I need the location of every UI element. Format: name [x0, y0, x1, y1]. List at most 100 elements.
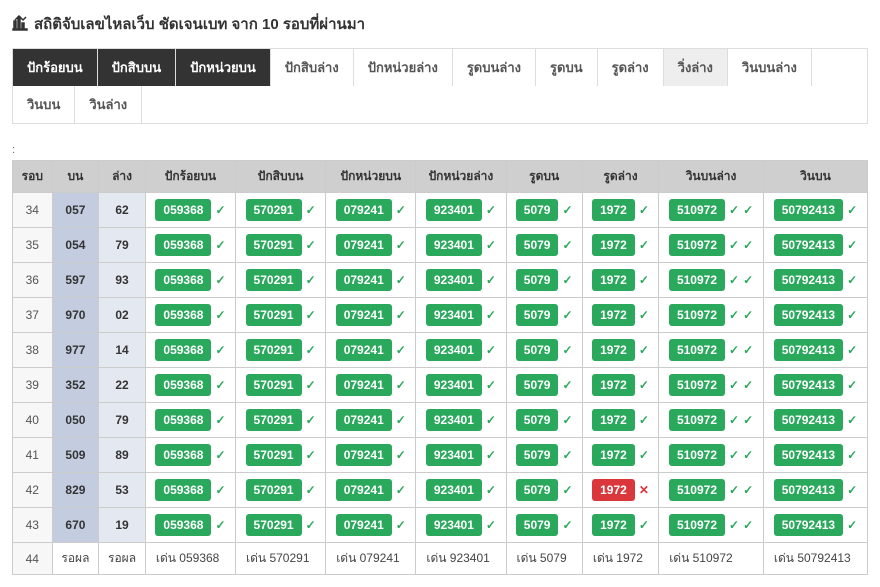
check-icon: ✓	[639, 273, 649, 287]
cell-value: 1972✓	[582, 438, 658, 473]
cell-value: 923401 ✓	[416, 228, 506, 263]
cell-round: 41	[13, 438, 53, 473]
table-row: 3935222059368✓570291✓079241✓923401✓5079✓…	[13, 368, 868, 403]
cell-bon: 352	[52, 368, 99, 403]
check-icon: ✓	[396, 448, 406, 462]
check-icon: ✓	[639, 378, 649, 392]
cell-value: 1972✓	[582, 508, 658, 543]
check-icon: ✓	[847, 413, 857, 427]
cell-value: 510972✓✓	[659, 508, 764, 543]
cell-value: 570291✓	[236, 403, 326, 438]
cell-value: 50792413✓	[763, 473, 867, 508]
tab-วิ่งล่าง[interactable]: วิ่งล่าง	[664, 49, 728, 86]
check-icon: ✓	[562, 518, 572, 532]
check-icon: ✓	[562, 378, 572, 392]
value-badge: 079241	[336, 374, 392, 396]
tab-วินล่าง[interactable]: วินล่าง	[75, 86, 142, 123]
check-icon: ✓	[743, 238, 753, 252]
cell-value: 059368✓	[145, 508, 235, 543]
check-icon: ✓	[847, 238, 857, 252]
check-icon: ✓	[847, 378, 857, 392]
cell-bon: 054	[52, 228, 99, 263]
cell-bon: 829	[52, 473, 99, 508]
cell-value: 570291✓	[236, 263, 326, 298]
check-icon: ✓	[486, 448, 496, 462]
col-header: ล่าง	[99, 161, 146, 193]
cell-pending: เด่น 1972	[582, 543, 658, 575]
table-row: 4005079059368✓570291✓079241✓923401✓5079✓…	[13, 403, 868, 438]
col-header: รูดล่าง	[582, 161, 658, 193]
tab-ปักหน่วยล่าง[interactable]: ปักหน่วยล่าง	[354, 49, 453, 86]
cell-lang: 14	[99, 333, 146, 368]
cell-lang: รอผล	[99, 543, 146, 575]
value-badge: 50792413	[774, 234, 843, 256]
check-icon: ✓	[639, 203, 649, 217]
cell-value: 510972✓✓	[659, 298, 764, 333]
col-header: วินบน	[763, 161, 867, 193]
value-badge: 1972	[592, 409, 635, 431]
cell-pending: เด่น 079241	[326, 543, 416, 575]
col-header: ปักสิบบน	[236, 161, 326, 193]
cell-lang: 89	[99, 438, 146, 473]
value-badge: 923401	[426, 234, 482, 256]
value-badge: 5079	[516, 339, 559, 361]
value-badge: 570291	[246, 339, 302, 361]
cell-round: 37	[13, 298, 53, 333]
cell-lang: 22	[99, 368, 146, 403]
value-badge: 50792413	[774, 479, 843, 501]
check-icon: ✓	[396, 238, 406, 252]
table-caption: :	[12, 144, 868, 156]
cell-value: 510972✓✓	[659, 333, 764, 368]
tab-วินบนล่าง[interactable]: วินบนล่าง	[728, 49, 812, 86]
table-row: 3659793059368✓570291✓079241✓923401✓5079✓…	[13, 263, 868, 298]
check-icon: ✓	[396, 483, 406, 497]
table-row: 3797002059368✓570291✓079241✓923401✓5079✓…	[13, 298, 868, 333]
cell-value: 50792413✓	[763, 508, 867, 543]
check-icon: ✓	[743, 308, 753, 322]
check-icon: ✓	[486, 238, 496, 252]
check-icon: ✓	[562, 238, 572, 252]
check-icon: ✓	[215, 203, 225, 217]
check-icon: ✓	[486, 378, 496, 392]
col-header: ปักร้อยบน	[145, 161, 235, 193]
col-header: ปักหน่วยบน	[326, 161, 416, 193]
value-badge: 1972	[592, 304, 635, 326]
cell-value: 50792413 ✓	[763, 228, 867, 263]
tab-รูดบน[interactable]: รูดบน	[536, 49, 598, 86]
tab-ปักร้อยบน[interactable]: ปักร้อยบน	[13, 49, 98, 86]
value-badge: 5079	[516, 269, 559, 291]
check-icon: ✓	[847, 448, 857, 462]
value-badge: 570291	[246, 409, 302, 431]
cell-value: 059368✓	[145, 193, 235, 228]
value-badge: 510972	[669, 514, 725, 536]
tab-วินบน[interactable]: วินบน	[13, 86, 75, 123]
cell-lang: 79	[99, 228, 146, 263]
table-row: 4367019059368✓570291✓079241✓923401✓5079✓…	[13, 508, 868, 543]
cell-value: 1972✕	[582, 473, 658, 508]
value-badge: 1972	[592, 234, 635, 256]
cell-value: 570291✓	[236, 228, 326, 263]
cell-value: 50792413✓	[763, 333, 867, 368]
cell-value: 079241✓	[326, 228, 416, 263]
value-badge: 570291	[246, 234, 302, 256]
cell-value: 510972✓✓	[659, 228, 764, 263]
tab-ปักหน่วยบน[interactable]: ปักหน่วยบน	[176, 49, 271, 86]
cell-value: 059368✓	[145, 438, 235, 473]
cell-pending: เด่น 923401	[416, 543, 506, 575]
table-row: 3505479059368✓570291✓079241✓923401✓5079✓…	[13, 228, 868, 263]
value-badge: 50792413	[774, 514, 843, 536]
cell-value: 059368✓	[145, 368, 235, 403]
cell-round: 42	[13, 473, 53, 508]
cell-lang: 79	[99, 403, 146, 438]
tab-รูดล่าง[interactable]: รูดล่าง	[598, 49, 664, 86]
cell-value: 079241✓	[326, 298, 416, 333]
tab-ปักสิบล่าง[interactable]: ปักสิบล่าง	[271, 49, 354, 86]
tab-รูดบนล่าง[interactable]: รูดบนล่าง	[453, 49, 536, 86]
value-badge: 059368	[155, 339, 211, 361]
cell-value: 570291✓	[236, 333, 326, 368]
cell-bon: 509	[52, 438, 99, 473]
check-icon: ✓	[396, 203, 406, 217]
tab-ปักสิบบน[interactable]: ปักสิบบน	[98, 49, 176, 86]
tabs-bar: ปักร้อยบนปักสิบบนปักหน่วยบนปักสิบล่างปัก…	[12, 48, 868, 124]
value-badge: 510972	[669, 199, 725, 221]
